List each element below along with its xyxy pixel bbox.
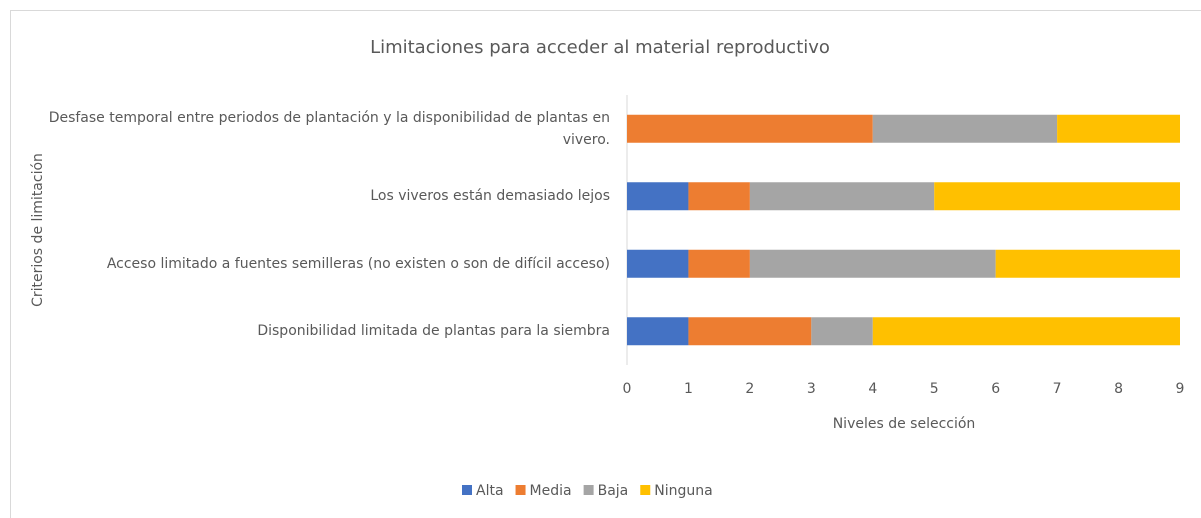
- bar-segment: [688, 317, 812, 346]
- bar-segment: [688, 249, 750, 278]
- x-tick-label: 1: [684, 381, 693, 397]
- chart-border: [10, 10, 1201, 518]
- bar-segment: [749, 182, 935, 211]
- bar-segment: [1057, 114, 1180, 143]
- legend-swatch: [462, 485, 472, 495]
- y-tick-label: Los viveros están demasiado lejos: [370, 188, 610, 205]
- x-tick-label: 4: [868, 381, 877, 397]
- legend-label: Ninguna: [654, 483, 712, 499]
- legend-label: Alta: [476, 483, 504, 499]
- bar-segment: [688, 182, 750, 211]
- bar-segment: [627, 114, 873, 143]
- bar-segment: [627, 317, 689, 346]
- x-tick-label: 5: [930, 381, 939, 397]
- legend-swatch: [515, 485, 526, 495]
- legend-swatch: [640, 485, 651, 495]
- x-tick-label: 6: [991, 381, 1000, 397]
- bar-segment: [995, 249, 1180, 278]
- y-tick-label: Disponibilidad limitada de plantas para …: [257, 323, 610, 340]
- x-tick-label: 3: [807, 381, 816, 397]
- bar-segment: [749, 249, 996, 278]
- bar-segment: [627, 249, 689, 278]
- x-axis-title: Niveles de selección: [833, 416, 976, 432]
- chart-title: Limitaciones para acceder al material re…: [370, 37, 830, 58]
- bar-segment: [627, 182, 689, 211]
- bar-segment: [811, 317, 873, 346]
- bar-segment: [872, 317, 1180, 346]
- x-tick-label: 7: [1053, 381, 1062, 397]
- legend-label: Media: [530, 483, 572, 499]
- y-axis-title: Criterios de limitación: [30, 153, 46, 307]
- legend-swatch: [583, 485, 594, 495]
- y-tick-label: Acceso limitado a fuentes semilleras (no…: [106, 255, 610, 272]
- x-tick-label: 0: [623, 381, 632, 397]
- bar-segment: [872, 114, 1058, 143]
- y-tick-label: Desfase temporal entre periodos de plant…: [48, 109, 610, 148]
- x-tick-label: 2: [745, 381, 754, 397]
- x-tick-label: 9: [1176, 381, 1185, 397]
- x-tick-label: 8: [1114, 381, 1123, 397]
- legend-label: Baja: [598, 483, 629, 499]
- bar-segment: [934, 182, 1180, 211]
